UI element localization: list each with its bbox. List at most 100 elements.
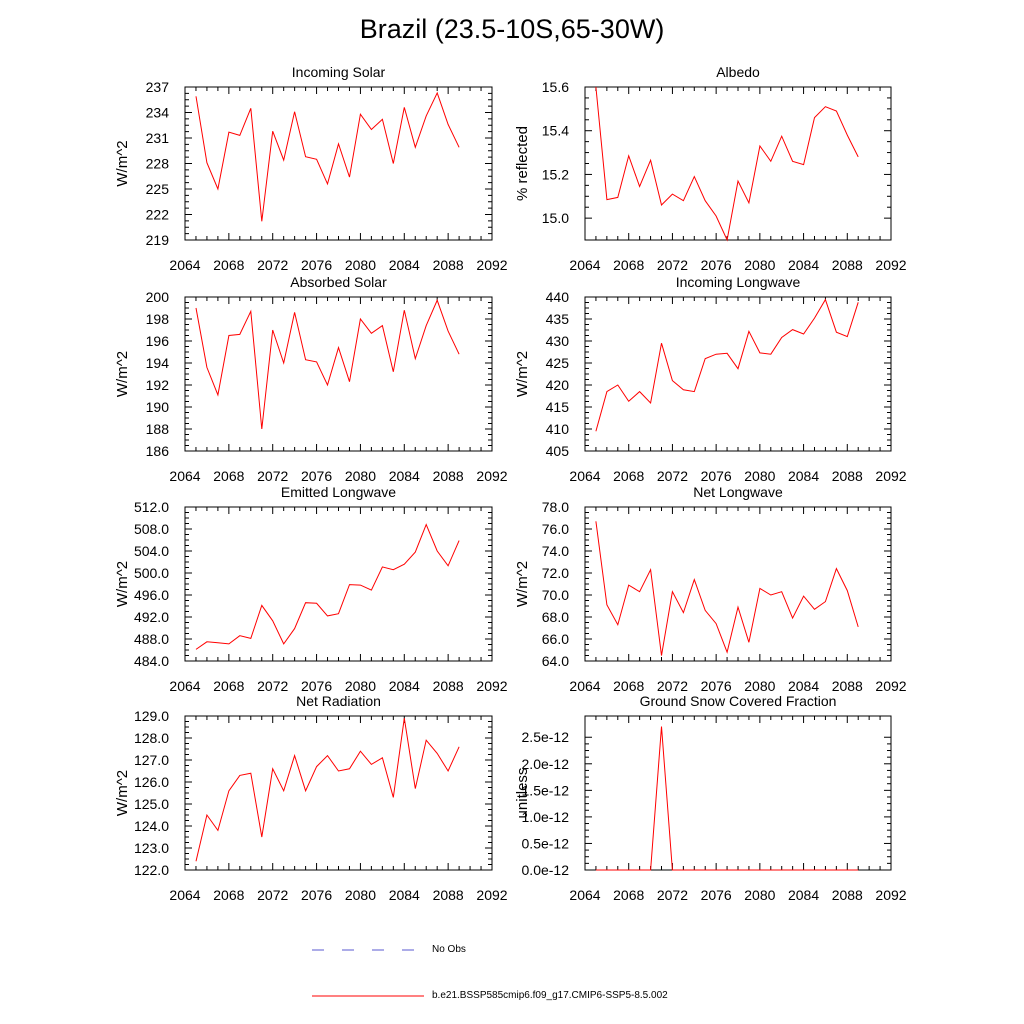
x-tick-label: 2064: [169, 468, 200, 484]
x-tick-label: 2092: [875, 257, 906, 273]
chart-panel-absorbed-solar: 2064 2068 2072 2076 2080 2084 2088 2092 186 188 19…: [114, 274, 508, 484]
y-tick-label: 15.6: [542, 79, 569, 95]
y-tick-label: 74.0: [542, 543, 569, 559]
y-tick-label: 2.0e-12: [522, 756, 570, 772]
y-tick-label: 512.0: [134, 499, 169, 515]
y-tick-label: 504.0: [134, 543, 169, 559]
x-tick-label: 2072: [257, 257, 288, 273]
x-tick-label: 2088: [832, 468, 863, 484]
y-tick-label: 127.0: [134, 752, 169, 768]
y-axis-label: W/m^2: [514, 561, 531, 607]
y-axis-label: W/m^2: [114, 561, 131, 607]
panel-title: Absorbed Solar: [290, 274, 387, 290]
y-tick-label: 188: [146, 421, 170, 437]
x-tick-label: 2080: [744, 257, 775, 273]
y-tick-label: 15.4: [542, 123, 569, 139]
x-tick-label: 2072: [657, 257, 688, 273]
series-line: [595, 726, 859, 871]
x-tick-label: 2084: [788, 887, 819, 903]
x-tick-label: 2084: [389, 678, 420, 694]
y-tick-label: 15.0: [542, 210, 569, 226]
y-tick-label: 219: [146, 232, 170, 248]
x-tick-label: 2072: [657, 887, 688, 903]
x-tick-label: 2080: [345, 678, 376, 694]
y-tick-label: 425: [546, 355, 570, 371]
series-line: [195, 298, 460, 430]
panel-title: Ground Snow Covered Fraction: [640, 693, 837, 709]
x-tick-label: 2080: [345, 887, 376, 903]
y-tick-label: 500.0: [134, 565, 169, 581]
plot-frame: [184, 86, 493, 241]
x-tick-label: 2088: [832, 678, 863, 694]
y-tick-label: 0.0e-12: [522, 862, 570, 878]
y-tick-label: 70.0: [542, 587, 569, 603]
x-tick-label: 2072: [257, 678, 288, 694]
x-tick-label: 2064: [569, 257, 600, 273]
y-tick-label: 78.0: [542, 499, 569, 515]
y-axis-label: unitless: [514, 768, 531, 819]
chart-panel-albedo: 2064 2068 2072 2076 2080 2084 2088 2092 15.0 15.2…: [514, 64, 907, 273]
x-tick-label: 2084: [389, 887, 420, 903]
y-tick-label: 237: [146, 79, 170, 95]
x-tick-label: 2084: [788, 468, 819, 484]
y-tick-label: 0.5e-12: [522, 835, 570, 851]
chart-panel-net-radiation: 2064 2068 2072 2076 2080 2084 2088 2092 122.0 123…: [114, 693, 508, 903]
plot-frame: [584, 506, 892, 662]
y-axis-label: W/m^2: [114, 140, 131, 186]
y-tick-label: 1.5e-12: [522, 782, 570, 798]
x-tick-label: 2068: [213, 257, 244, 273]
x-tick-label: 2080: [744, 468, 775, 484]
y-axis-label: W/m^2: [114, 351, 131, 397]
x-tick-label: 2072: [657, 678, 688, 694]
y-tick-label: 234: [146, 105, 170, 121]
y-tick-label: 15.2: [542, 166, 569, 182]
x-tick-label: 2092: [476, 468, 507, 484]
y-tick-label: 435: [546, 311, 570, 327]
y-tick-label: 125.0: [134, 796, 169, 812]
y-tick-label: 488.0: [134, 631, 169, 647]
series-line: [195, 523, 460, 650]
x-tick-label: 2088: [433, 468, 464, 484]
y-tick-label: 123.0: [134, 840, 169, 856]
y-tick-label: 496.0: [134, 587, 169, 603]
y-tick-label: 122.0: [134, 862, 169, 878]
x-tick-label: 2088: [832, 887, 863, 903]
plot-frame: [584, 715, 892, 871]
y-tick-label: 196: [146, 333, 170, 349]
x-tick-label: 2064: [569, 468, 600, 484]
x-tick-label: 2092: [875, 468, 906, 484]
x-tick-label: 2072: [657, 468, 688, 484]
chart-panel-emitted-longwave: 2064 2068 2072 2076 2080 2084 2088 2092 484.0 488…: [114, 484, 508, 694]
x-tick-label: 2088: [433, 257, 464, 273]
chart-panel-ground-snow-covered-fraction: 2064 2068 2072 2076 2080 2084 2088 2092 0.0e-12 0…: [514, 693, 907, 903]
y-tick-label: 198: [146, 311, 170, 327]
y-tick-label: 200: [146, 289, 170, 305]
plot-frame: [184, 506, 493, 662]
y-tick-label: 192: [146, 377, 170, 393]
y-tick-label: 2.5e-12: [522, 729, 570, 745]
chart-panel-net-longwave: 2064 2068 2072 2076 2080 2084 2088 2092 64.0 66.0…: [514, 484, 907, 694]
x-tick-label: 2088: [832, 257, 863, 273]
x-tick-label: 2064: [569, 678, 600, 694]
series-line: [595, 86, 859, 242]
x-tick-label: 2092: [476, 887, 507, 903]
x-tick-label: 2084: [788, 257, 819, 273]
y-axis-label: W/m^2: [514, 351, 531, 397]
y-axis-label: % reflected: [514, 126, 531, 201]
series-line: [195, 91, 460, 222]
x-tick-label: 2076: [301, 887, 332, 903]
plot-frame: [584, 86, 892, 241]
panel-title: Incoming Longwave: [676, 274, 801, 290]
y-tick-label: 128.0: [134, 730, 169, 746]
x-tick-label: 2068: [213, 468, 244, 484]
y-tick-label: 492.0: [134, 609, 169, 625]
figure-title: Brazil (23.5-10S,65-30W): [359, 14, 665, 44]
y-tick-label: 126.0: [134, 774, 169, 790]
x-tick-label: 2068: [213, 678, 244, 694]
x-tick-label: 2076: [701, 468, 732, 484]
x-tick-label: 2076: [301, 678, 332, 694]
y-tick-label: 186: [146, 443, 170, 459]
y-tick-label: 484.0: [134, 653, 169, 669]
y-tick-label: 222: [146, 207, 170, 223]
